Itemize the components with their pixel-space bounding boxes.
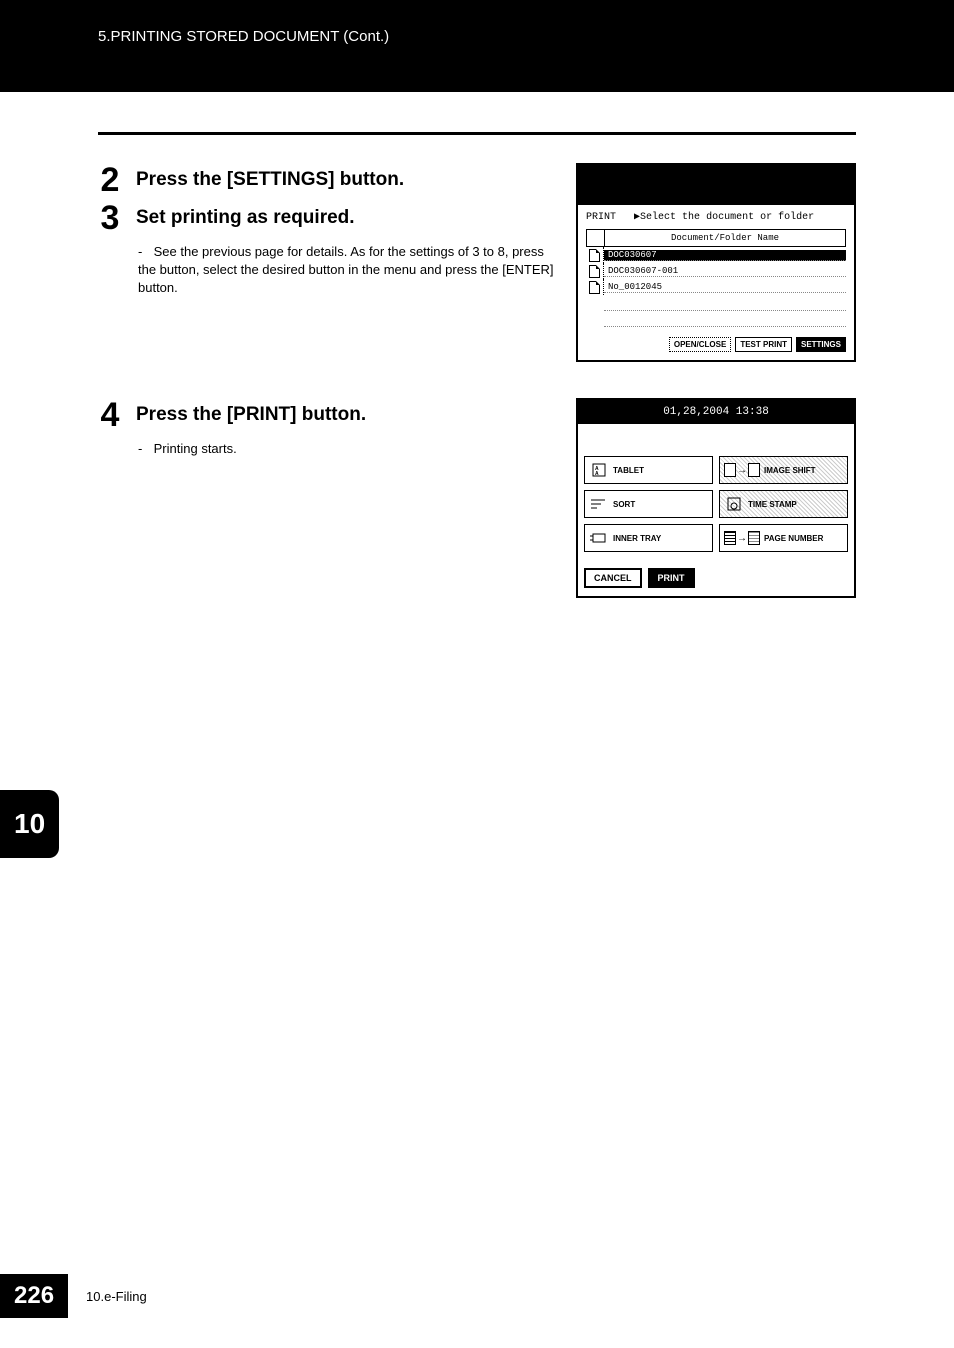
block-steps-2-3: 2 Press the [SETTINGS] button. 3 Set pri…: [98, 163, 856, 362]
screen1-header-label: Document/Folder Name: [605, 233, 845, 243]
dash: -: [138, 440, 150, 458]
chapter-tab: 10: [0, 790, 59, 858]
step-2: 2 Press the [SETTINGS] button.: [98, 163, 576, 197]
step-4: 4 Press the [PRINT] button.: [98, 398, 576, 432]
screen1-table-header: Document/Folder Name: [586, 229, 846, 247]
time-stamp-button[interactable]: TIME STAMP: [719, 490, 848, 518]
step-3-title: Set printing as required.: [136, 201, 355, 229]
inner-tray-icon: [589, 529, 609, 547]
tablet-label: TABLET: [613, 466, 644, 475]
footer-label: 10.e-Filing: [86, 1289, 147, 1304]
page-number-label: PAGE NUMBER: [764, 534, 823, 543]
table-row[interactable]: No_0012045: [586, 279, 846, 295]
document-icon: [586, 263, 604, 279]
chapter-number: 10: [14, 808, 45, 839]
screen1-prompt: PRINT ▶Select the document or folder: [586, 211, 846, 223]
row-label: DOC030607: [604, 250, 846, 261]
table-row[interactable]: DOC030607: [586, 247, 846, 263]
step-3-body-text: See the previous page for details. As fo…: [138, 244, 554, 295]
dash: -: [138, 243, 150, 261]
step-2-num: 2: [98, 163, 122, 197]
document-icon: [586, 279, 604, 295]
open-close-button[interactable]: OPEN/CLOSE: [669, 337, 731, 352]
page-footer: 226 10.e-Filing: [0, 1274, 147, 1318]
sort-icon: [589, 495, 609, 513]
left-col-1: 2 Press the [SETTINGS] button. 3 Set pri…: [98, 163, 576, 298]
test-print-button[interactable]: TEST PRINT: [735, 337, 792, 352]
divider: [98, 132, 856, 135]
step-4-body: - Printing starts.: [138, 440, 558, 458]
screen1-header-iconcol: [587, 230, 605, 246]
table-row-empty: [604, 295, 846, 311]
step-4-num: 4: [98, 398, 122, 432]
header-section-title: 5.PRINTING STORED DOCUMENT (Cont.): [98, 28, 389, 45]
screen2-spacer: [578, 424, 854, 456]
settings-button[interactable]: SETTINGS: [796, 337, 846, 352]
tablet-button[interactable]: AA TABLET: [584, 456, 713, 484]
screen-print-settings: 01,28,2004 13:38 AA TABLET →: [576, 398, 856, 598]
screen2-row: SORT TIME STAMP: [584, 490, 848, 518]
screen2-row: AA TABLET → IMAGE SHIFT: [584, 456, 848, 484]
image-shift-label: IMAGE SHIFT: [764, 466, 816, 475]
block-step-4: 4 Press the [PRINT] button. - Printing s…: [98, 398, 856, 598]
step-4-title: Press the [PRINT] button.: [136, 398, 366, 426]
inner-tray-button[interactable]: INNER TRAY: [584, 524, 713, 552]
step-3: 3 Set printing as required.: [98, 201, 576, 235]
screen2-grid: AA TABLET → IMAGE SHIFT: [578, 456, 854, 564]
screen1-titlebar: [578, 165, 854, 205]
step-2-title: Press the [SETTINGS] button.: [136, 163, 404, 191]
table-row[interactable]: DOC030607-001: [586, 263, 846, 279]
step-4-body-text: Printing starts.: [154, 441, 237, 456]
inner-tray-label: INNER TRAY: [613, 534, 661, 543]
row-label: DOC030607-001: [604, 266, 846, 277]
page-number: 226: [0, 1274, 68, 1318]
left-col-2: 4 Press the [PRINT] button. - Printing s…: [98, 398, 576, 458]
sort-button[interactable]: SORT: [584, 490, 713, 518]
sort-label: SORT: [613, 500, 635, 509]
screen2-row: INNER TRAY → PAGE NUMBER: [584, 524, 848, 552]
time-stamp-label: TIME STAMP: [748, 500, 797, 509]
screen-print-select: PRINT ▶Select the document or folder Doc…: [576, 163, 856, 362]
svg-text:A: A: [595, 471, 599, 477]
page-header: 5.PRINTING STORED DOCUMENT (Cont.): [0, 0, 954, 92]
screen1-prompt-label: PRINT: [586, 212, 616, 223]
image-shift-icon: →: [724, 463, 760, 477]
step-3-num: 3: [98, 201, 122, 235]
table-row-empty: [604, 311, 846, 327]
time-stamp-icon: [724, 495, 744, 513]
document-icon: [586, 247, 604, 263]
page-number-icon: →: [724, 531, 760, 545]
right-col-1: PRINT ▶Select the document or folder Doc…: [576, 163, 856, 362]
step-3-body: - See the previous page for details. As …: [138, 243, 558, 298]
right-col-2: 01,28,2004 13:38 AA TABLET →: [576, 398, 856, 598]
row-label: No_0012045: [604, 282, 846, 293]
screen1-body: PRINT ▶Select the document or folder Doc…: [578, 205, 854, 360]
image-shift-button[interactable]: → IMAGE SHIFT: [719, 456, 848, 484]
screen1-prompt-text: ▶Select the document or folder: [634, 212, 814, 223]
print-button[interactable]: PRINT: [648, 568, 695, 588]
screen2-timestamp: 01,28,2004 13:38: [578, 400, 854, 424]
cancel-button[interactable]: CANCEL: [584, 568, 642, 588]
tablet-icon: AA: [589, 461, 609, 479]
screen1-button-row: OPEN/CLOSE TEST PRINT SETTINGS: [586, 337, 846, 352]
page-number-button[interactable]: → PAGE NUMBER: [719, 524, 848, 552]
screen2-bottom-buttons: CANCEL PRINT: [578, 564, 854, 596]
content-area: 2 Press the [SETTINGS] button. 3 Set pri…: [0, 132, 954, 598]
